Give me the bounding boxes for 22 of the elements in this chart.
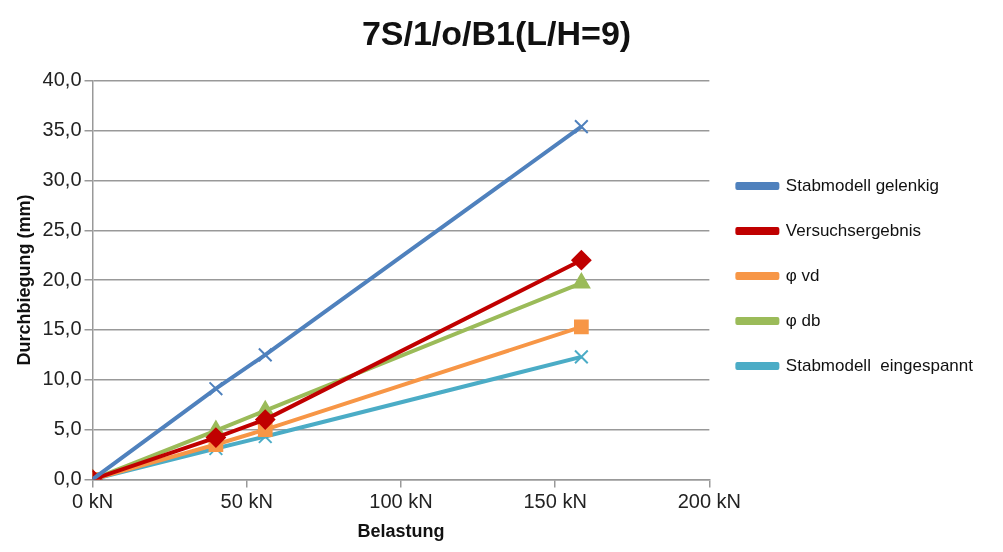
y-tick-label: 20,0 xyxy=(42,267,82,290)
y-tick-label: 35,0 xyxy=(42,118,82,141)
x-tick-label: 200 kN xyxy=(677,489,742,512)
x-tick-label: 150 kN xyxy=(523,489,587,512)
y-tick-label: 15,0 xyxy=(42,317,82,340)
y-tick-label: 0,0 xyxy=(53,466,82,489)
legend-label: φ db xyxy=(785,310,821,330)
y-axis-title: Durchbiegung (mm) xyxy=(13,194,34,366)
y-tick-label: 10,0 xyxy=(42,367,82,390)
legend-label: Versuchsergebnis xyxy=(785,220,922,240)
x-tick-label: 50 kN xyxy=(220,489,273,512)
x-tick-label: 0 kN xyxy=(71,489,114,512)
y-tick-label: 40,0 xyxy=(42,68,82,91)
y-tick-label: 25,0 xyxy=(42,217,82,240)
legend-label: φ vd xyxy=(785,265,820,285)
x-axis-title: Belastung xyxy=(357,521,445,542)
y-tick-label: 5,0 xyxy=(53,417,82,440)
legend-label: Stabmodell gelenkig xyxy=(785,175,939,195)
chart-title: 7S/1/o/B1(L/H=9) xyxy=(361,13,632,52)
y-tick-label: 30,0 xyxy=(42,167,82,190)
x-tick-label: 100 kN xyxy=(369,489,433,512)
legend-label: Stabmodell eingespannt xyxy=(785,355,974,375)
